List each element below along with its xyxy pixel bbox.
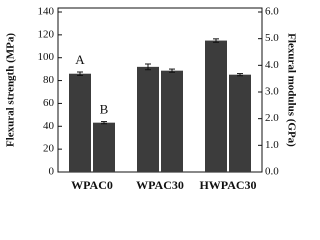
- y-tick-label: 100: [38, 51, 55, 63]
- y-tick-label: 80: [43, 74, 55, 86]
- bar: [161, 70, 183, 172]
- y-axis-label: Flexural strength (MPa): [5, 33, 17, 147]
- y-tick-label: 120: [38, 28, 55, 40]
- bar: [137, 66, 159, 172]
- y2-tick-label: 6.0: [265, 6, 279, 18]
- error-bar: [237, 73, 243, 77]
- y2-tick-label: 2.0: [265, 112, 279, 124]
- bar: [205, 40, 227, 173]
- y-tick-label: 0: [49, 166, 55, 178]
- x-tick-label: HWPAC30: [199, 178, 256, 192]
- plot-frame: [57, 7, 263, 173]
- bar: [69, 73, 91, 172]
- y-tick-label: 20: [43, 143, 55, 155]
- y-tick-label: 140: [38, 6, 55, 18]
- y2-tick-label: 3.0: [265, 86, 279, 98]
- x-tick-label: WPAC0: [71, 178, 113, 192]
- y2-axis-label: Flexural modulus (GPa): [285, 33, 297, 147]
- y2-tick-label: 5.0: [265, 32, 279, 44]
- error-bar: [169, 68, 175, 73]
- annotation: B: [100, 102, 109, 117]
- y2-tick-label: 4.0: [265, 59, 279, 71]
- error-bar: [101, 121, 107, 125]
- x-tick-label: WPAC30: [136, 178, 184, 192]
- y2-tick-label: 0.0: [265, 166, 279, 178]
- y2-tick-label: 1.0: [265, 139, 279, 151]
- error-bar: [77, 71, 83, 76]
- bar: [93, 122, 115, 172]
- annotation: A: [75, 52, 85, 67]
- bar: [229, 74, 251, 172]
- error-bar: [213, 38, 219, 43]
- y-tick-label: 60: [43, 97, 55, 109]
- chart: Flexural strength (MPa) Flexural modulus…: [5, 6, 298, 192]
- error-bar: [145, 63, 151, 71]
- y-tick-label: 40: [43, 120, 55, 132]
